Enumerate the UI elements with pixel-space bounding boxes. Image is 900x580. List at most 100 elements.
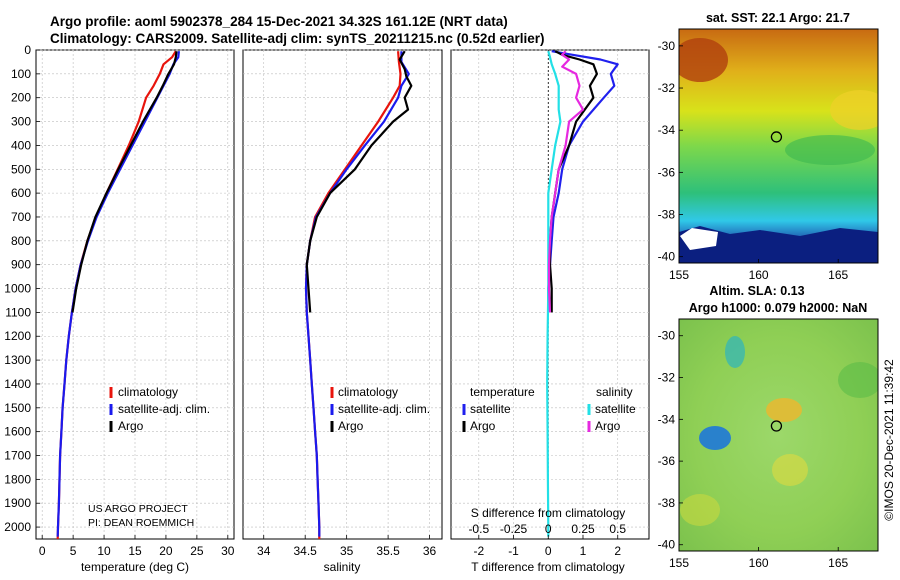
x-tick-label-35.5: 35.5 bbox=[376, 544, 400, 558]
top-tick-label-2: 0 bbox=[545, 522, 552, 536]
lat-tick-label--32: -32 bbox=[658, 371, 676, 385]
salinity-legend: climatology satellite-adj. clim. Argo bbox=[330, 385, 430, 433]
diff-legend-salinity-header: salinity bbox=[596, 385, 633, 399]
sla-high-patch-2 bbox=[772, 454, 808, 486]
y-tick-label-1000: 1000 bbox=[4, 282, 31, 296]
temp-legend-argo: Argo bbox=[118, 419, 144, 433]
sla-map-subtitle: Argo h1000: 0.079 h2000: NaN bbox=[689, 301, 868, 315]
lat-tick-label--32: -32 bbox=[658, 81, 676, 95]
x-tick-label-2: 2 bbox=[614, 544, 621, 558]
sst-argo-location-marker bbox=[770, 131, 783, 143]
lon-tick-label-155: 155 bbox=[669, 268, 689, 282]
lat-tick-label--36: -36 bbox=[658, 454, 676, 468]
y-tick-label-1100: 1100 bbox=[5, 305, 31, 319]
salinity-axes bbox=[242, 49, 443, 540]
y-tick-label-1500: 1500 bbox=[4, 401, 31, 415]
lat-tick-label--34: -34 bbox=[658, 412, 676, 426]
x-tick-label-5: 5 bbox=[70, 544, 77, 558]
lat-tick-label--40: -40 bbox=[658, 538, 676, 552]
temperature-series bbox=[56, 50, 180, 540]
salinity-series bbox=[304, 50, 413, 539]
y-tick-label-500: 500 bbox=[11, 162, 31, 176]
y-tick-label-0: 0 bbox=[24, 43, 31, 57]
figure-title-line1: Argo profile: aoml 5902378_284 15-Dec-20… bbox=[50, 14, 508, 29]
top-tick-label-0: -0.5 bbox=[468, 522, 489, 536]
x-tick-label-35: 35 bbox=[340, 544, 354, 558]
difference-ticks: -2 -1 0 1 2 bbox=[473, 535, 621, 558]
difference-top-xlabel: S difference from climatology bbox=[471, 506, 626, 520]
sst-map-frame bbox=[678, 28, 879, 264]
x-tick-label-30: 30 bbox=[221, 544, 235, 558]
salinity-grid bbox=[243, 49, 442, 539]
sst-cloud-gap bbox=[680, 228, 718, 250]
temperature-ticks: 0 5 10 15 20 25 30 bbox=[39, 535, 235, 558]
sst-cold-band bbox=[679, 226, 878, 263]
y-tick-label-1400: 1400 bbox=[4, 377, 31, 391]
x-tick-label-0: 0 bbox=[545, 544, 552, 558]
x-tick-label-10: 10 bbox=[97, 544, 111, 558]
sst-heatmap bbox=[679, 29, 878, 263]
y-tick-label-400: 400 bbox=[11, 138, 31, 152]
x-tick-label-0: 0 bbox=[39, 544, 46, 558]
y-tick-label-700: 700 bbox=[11, 210, 31, 224]
top-tick-label-1: -0.25 bbox=[500, 522, 528, 536]
sla-low-patch bbox=[699, 426, 731, 450]
difference-top-ticks: -0.5 -0.25 0 0.25 0.5 bbox=[468, 522, 626, 536]
series-line-salinity-argo bbox=[547, 50, 585, 313]
y-tick-label-800: 800 bbox=[11, 234, 31, 248]
difference-legend: temperature satellite Argo salinity sate… bbox=[462, 385, 636, 433]
lat-tick-label--38: -38 bbox=[658, 208, 676, 222]
lat-tick-label--38: -38 bbox=[658, 496, 676, 510]
y-tick-label-100: 100 bbox=[11, 67, 31, 81]
sst-green-patch bbox=[785, 135, 875, 165]
y-tick-label-200: 200 bbox=[11, 91, 31, 105]
difference-series bbox=[546, 50, 619, 537]
diff-legend-temperature-header: temperature bbox=[470, 385, 535, 399]
series-line-salinity-satellite bbox=[546, 50, 562, 537]
lon-tick-label-160: 160 bbox=[749, 268, 769, 282]
pi-label: PI: DEAN ROEMMICH bbox=[88, 517, 194, 529]
top-tick-label-3: 0.25 bbox=[571, 522, 595, 536]
lon-tick-label-160: 160 bbox=[749, 556, 769, 570]
sst-mid-patch bbox=[830, 90, 878, 130]
sst-lat-ticks: -30 -32 -34 -36 -38 -40 bbox=[658, 39, 683, 264]
depth-ticks: 0 100 200 300 400 500 600 700 800 900 1000 1100 1200… bbox=[4, 43, 40, 534]
sla-high-patch-3 bbox=[680, 494, 720, 526]
temp-legend-satellite: satellite-adj. clim. bbox=[118, 402, 210, 416]
temp-legend-climatology: climatology bbox=[118, 385, 178, 399]
sst-map-title: sat. SST: 22.1 Argo: 21.7 bbox=[706, 11, 850, 25]
difference-panel: -2 -1 0 1 2 -0.5 -0.25 0 0.25 0.5 S difference f… bbox=[450, 49, 650, 574]
series-line-satellite-adj-clim- bbox=[304, 51, 410, 537]
lon-tick-label-165: 165 bbox=[828, 556, 848, 570]
y-tick-label-1300: 1300 bbox=[4, 353, 31, 367]
imos-timestamp: ©IMOS 20-Dec-2021 11:39:42 bbox=[882, 359, 896, 521]
temperature-panel: 0 5 10 15 20 25 30 0 100 200 300 400 500 600 700 800 90… bbox=[4, 43, 235, 574]
lon-tick-label-165: 165 bbox=[828, 268, 848, 282]
series-line-argo bbox=[305, 50, 413, 313]
x-tick-label-15: 15 bbox=[128, 544, 142, 558]
series-line-argo bbox=[71, 51, 178, 313]
salinity-ticks: 34 34.5 35 35.5 36 bbox=[257, 535, 437, 558]
lat-tick-label--34: -34 bbox=[658, 123, 676, 137]
difference-grid bbox=[451, 49, 649, 539]
temperature-grid bbox=[36, 49, 234, 539]
x-tick-label-20: 20 bbox=[159, 544, 173, 558]
lat-tick-label--30: -30 bbox=[658, 39, 676, 53]
sst-lon-ticks: 155 160 165 bbox=[669, 259, 849, 282]
sst-warm-patch bbox=[679, 38, 728, 82]
sla-heatmap bbox=[679, 319, 878, 551]
lat-tick-label--36: -36 bbox=[658, 165, 676, 179]
diff-legend-t-satellite: satellite bbox=[470, 402, 511, 416]
sal-legend-satellite: satellite-adj. clim. bbox=[338, 402, 430, 416]
sla-map-frame bbox=[678, 318, 879, 552]
y-tick-label-2000: 2000 bbox=[4, 520, 31, 534]
lon-tick-label-155: 155 bbox=[669, 556, 689, 570]
sla-map-panel: Altim. SLA: 0.13 Argo h1000: 0.079 h2000… bbox=[658, 284, 879, 570]
temperature-legend: climatology satellite-adj. clim. Argo bbox=[109, 385, 210, 433]
figure-title-line2: Climatology: CARS2009. Satellite-adj cli… bbox=[50, 31, 545, 46]
x-tick-label--1: -1 bbox=[508, 544, 519, 558]
temperature-xlabel: temperature (deg C) bbox=[81, 560, 189, 574]
sla-green-patch bbox=[838, 362, 878, 398]
sla-lat-ticks: -30 -32 -34 -36 -38 -40 bbox=[658, 329, 683, 552]
